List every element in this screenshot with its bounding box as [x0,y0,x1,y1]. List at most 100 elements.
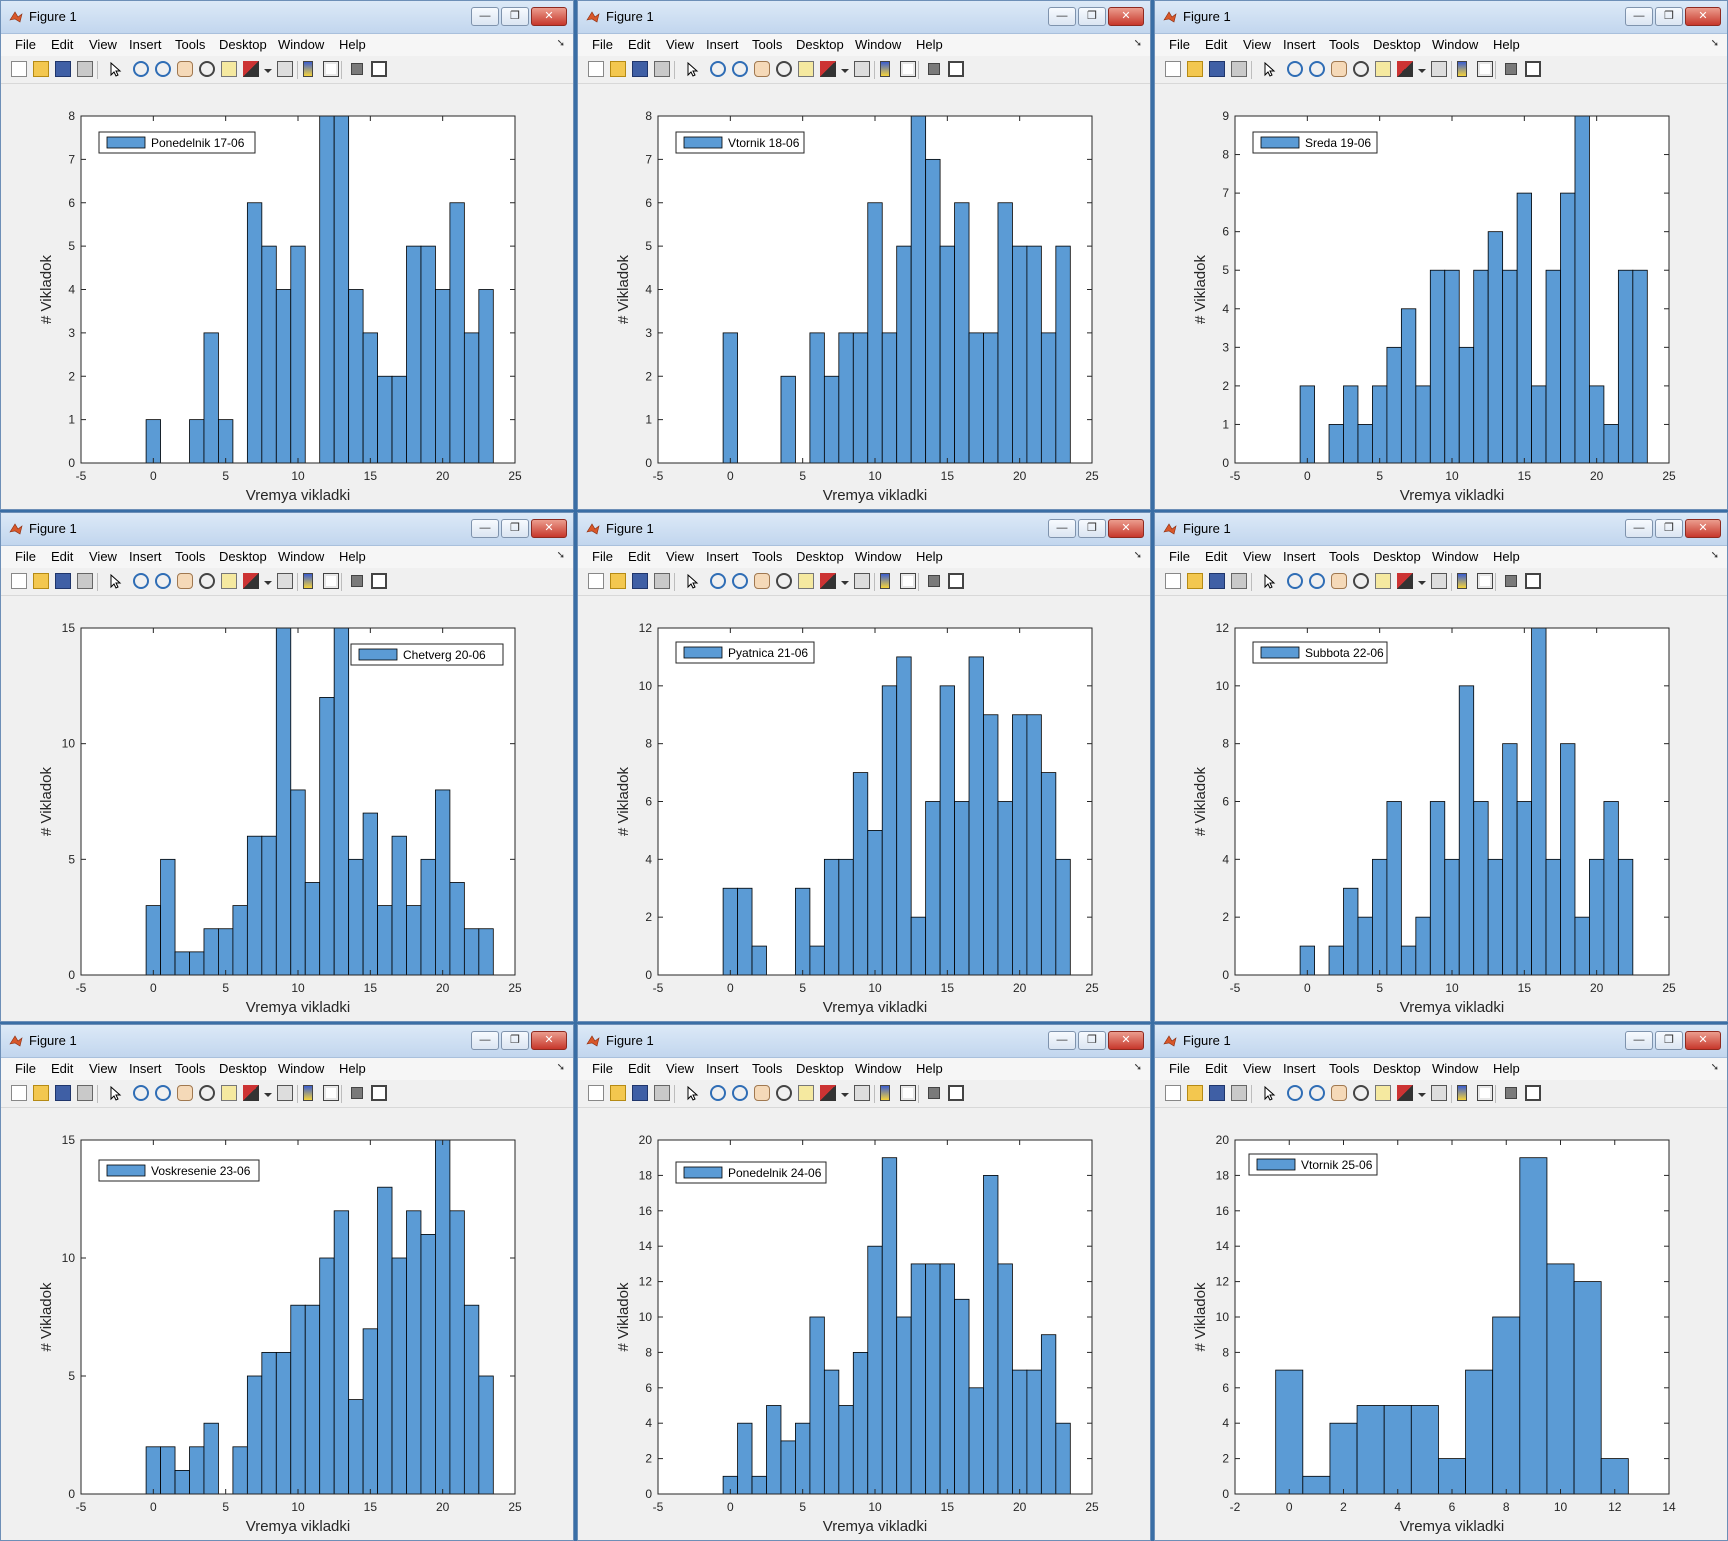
link-plot-icon[interactable] [1431,61,1447,77]
rotate-3d-icon[interactable] [776,1085,792,1101]
menu-view[interactable]: View [1243,37,1271,52]
data-cursor-icon[interactable] [221,61,237,77]
title-bar[interactable]: Figure 1 — ❐ ✕ [578,1025,1150,1058]
save-icon[interactable] [1209,1085,1225,1101]
legend[interactable]: Sreda 19-06 [1252,131,1378,154]
menu-tools[interactable]: Tools [752,549,783,564]
open-file-icon[interactable] [610,61,626,77]
menu-view[interactable]: View [666,549,694,564]
show-plot-tools-icon[interactable] [948,573,964,589]
hide-plot-tools-icon[interactable] [1505,1087,1517,1099]
pan-hand-icon[interactable] [177,1085,193,1101]
zoom-in-icon[interactable] [710,1085,726,1101]
menu-file[interactable]: File [592,1061,613,1076]
legend[interactable]: Subbota 22-06 [1252,641,1388,664]
menu-view[interactable]: View [89,549,117,564]
insert-legend-icon[interactable] [900,573,916,589]
menu-window[interactable]: Window [855,37,902,52]
link-plot-icon[interactable] [854,1085,870,1101]
zoom-in-icon[interactable] [1287,1085,1303,1101]
new-figure-icon[interactable] [11,1085,27,1101]
minimize-button[interactable]: — [471,519,499,538]
maximize-button[interactable]: ❐ [1078,1031,1106,1050]
minimize-button[interactable]: — [471,7,499,26]
print-icon[interactable] [1231,1085,1247,1101]
minimize-button[interactable]: — [1048,7,1076,26]
maximize-button[interactable]: ❐ [1655,7,1683,26]
menu-insert[interactable]: Insert [1283,1061,1316,1076]
menu-tools[interactable]: Tools [175,1061,206,1076]
save-icon[interactable] [632,61,648,77]
menu-desktop[interactable]: Desktop [1373,549,1421,564]
insert-legend-icon[interactable] [1477,573,1493,589]
menu-edit[interactable]: Edit [628,1061,651,1076]
title-bar[interactable]: Figure 1 — ❐ ✕ [1,1,573,34]
dropdown-icon[interactable] [263,1085,279,1101]
print-icon[interactable] [654,573,670,589]
menu-tools[interactable]: Tools [752,37,783,52]
pointer-icon[interactable] [107,573,123,589]
close-button[interactable]: ✕ [1685,7,1721,26]
menu-desktop[interactable]: Desktop [219,1061,267,1076]
open-file-icon[interactable] [610,573,626,589]
legend[interactable]: Vtornik 18-06 [675,131,805,154]
open-file-icon[interactable] [33,61,49,77]
dropdown-icon[interactable] [1417,1085,1433,1101]
zoom-out-icon[interactable] [1309,61,1325,77]
close-button[interactable]: ✕ [531,7,567,26]
title-bar[interactable]: Figure 1 — ❐ ✕ [578,513,1150,546]
insert-legend-icon[interactable] [1477,61,1493,77]
minimize-button[interactable]: — [1625,7,1653,26]
zoom-out-icon[interactable] [732,1085,748,1101]
show-plot-tools-icon[interactable] [1525,61,1541,77]
menu-view[interactable]: View [1243,1061,1271,1076]
brush-icon[interactable] [820,573,836,589]
pointer-icon[interactable] [1261,573,1277,589]
menu-file[interactable]: File [1169,549,1190,564]
pan-hand-icon[interactable] [177,61,193,77]
zoom-in-icon[interactable] [710,61,726,77]
menu-window[interactable]: Window [1432,549,1479,564]
brush-icon[interactable] [243,1085,259,1101]
menu-overflow-icon[interactable]: ➘ [1710,1062,1719,1073]
legend[interactable]: Ponedelnik 24-06 [675,1161,827,1184]
close-button[interactable]: ✕ [531,519,567,538]
insert-colorbar-icon[interactable] [880,573,890,589]
insert-colorbar-icon[interactable] [880,1085,890,1101]
show-plot-tools-icon[interactable] [371,573,387,589]
save-icon[interactable] [55,573,71,589]
rotate-3d-icon[interactable] [1353,573,1369,589]
menu-file[interactable]: File [592,549,613,564]
menu-file[interactable]: File [592,37,613,52]
dropdown-icon[interactable] [1417,573,1433,589]
close-button[interactable]: ✕ [531,1031,567,1050]
menu-help[interactable]: Help [916,1061,943,1076]
brush-icon[interactable] [243,61,259,77]
zoom-in-icon[interactable] [133,573,149,589]
print-icon[interactable] [77,573,93,589]
menu-insert[interactable]: Insert [129,549,162,564]
hide-plot-tools-icon[interactable] [928,575,940,587]
legend[interactable]: Chetverg 20-06 [350,643,504,666]
menu-file[interactable]: File [1169,37,1190,52]
menu-window[interactable]: Window [855,549,902,564]
rotate-3d-icon[interactable] [199,1085,215,1101]
rotate-3d-icon[interactable] [199,573,215,589]
menu-file[interactable]: File [1169,1061,1190,1076]
menu-desktop[interactable]: Desktop [219,37,267,52]
brush-icon[interactable] [1397,573,1413,589]
insert-colorbar-icon[interactable] [303,61,313,77]
close-button[interactable]: ✕ [1108,519,1144,538]
data-cursor-icon[interactable] [798,573,814,589]
legend[interactable]: Voskresenie 23-06 [98,1159,260,1182]
show-plot-tools-icon[interactable] [948,61,964,77]
new-figure-icon[interactable] [1165,573,1181,589]
menu-tools[interactable]: Tools [1329,549,1360,564]
menu-edit[interactable]: Edit [1205,1061,1228,1076]
menu-help[interactable]: Help [339,549,366,564]
insert-colorbar-icon[interactable] [1457,1085,1467,1101]
menu-insert[interactable]: Insert [706,549,739,564]
menu-desktop[interactable]: Desktop [796,1061,844,1076]
maximize-button[interactable]: ❐ [501,1031,529,1050]
insert-legend-icon[interactable] [1477,1085,1493,1101]
